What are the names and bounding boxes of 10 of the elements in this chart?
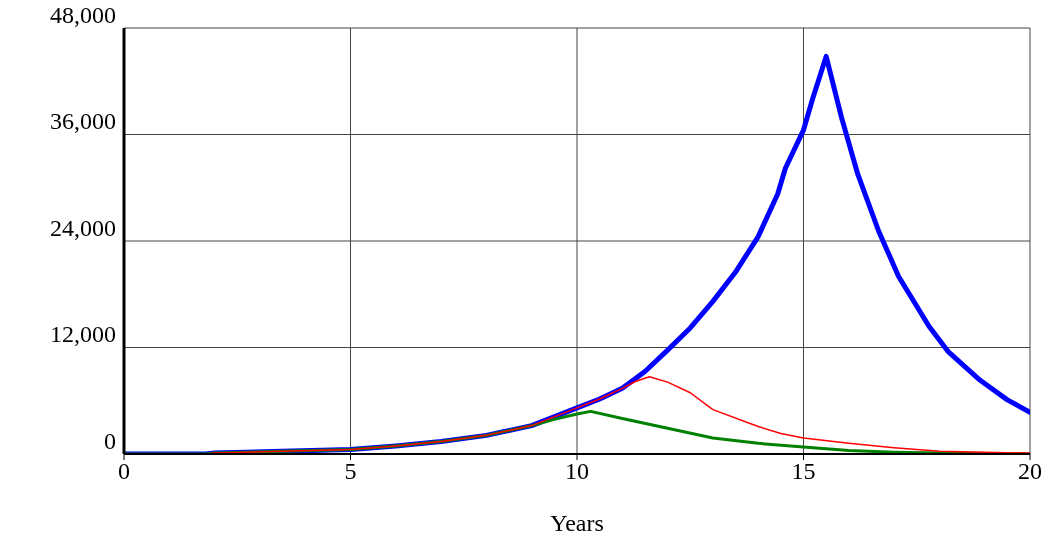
y-tick-label: 12,000: [50, 321, 116, 348]
x-axis-title: Years: [550, 510, 604, 536]
x-tick-label: 20: [1018, 458, 1042, 485]
x-tick-label: 10: [565, 458, 589, 485]
y-tick-label: 48,000: [50, 1, 116, 28]
y-tick-label: 36,000: [50, 108, 116, 135]
y-tick-label: 24,000: [50, 214, 116, 241]
x-tick-label: 15: [791, 458, 816, 485]
y-tick-label: 0: [104, 427, 116, 454]
x-tick-label: 5: [344, 458, 357, 485]
